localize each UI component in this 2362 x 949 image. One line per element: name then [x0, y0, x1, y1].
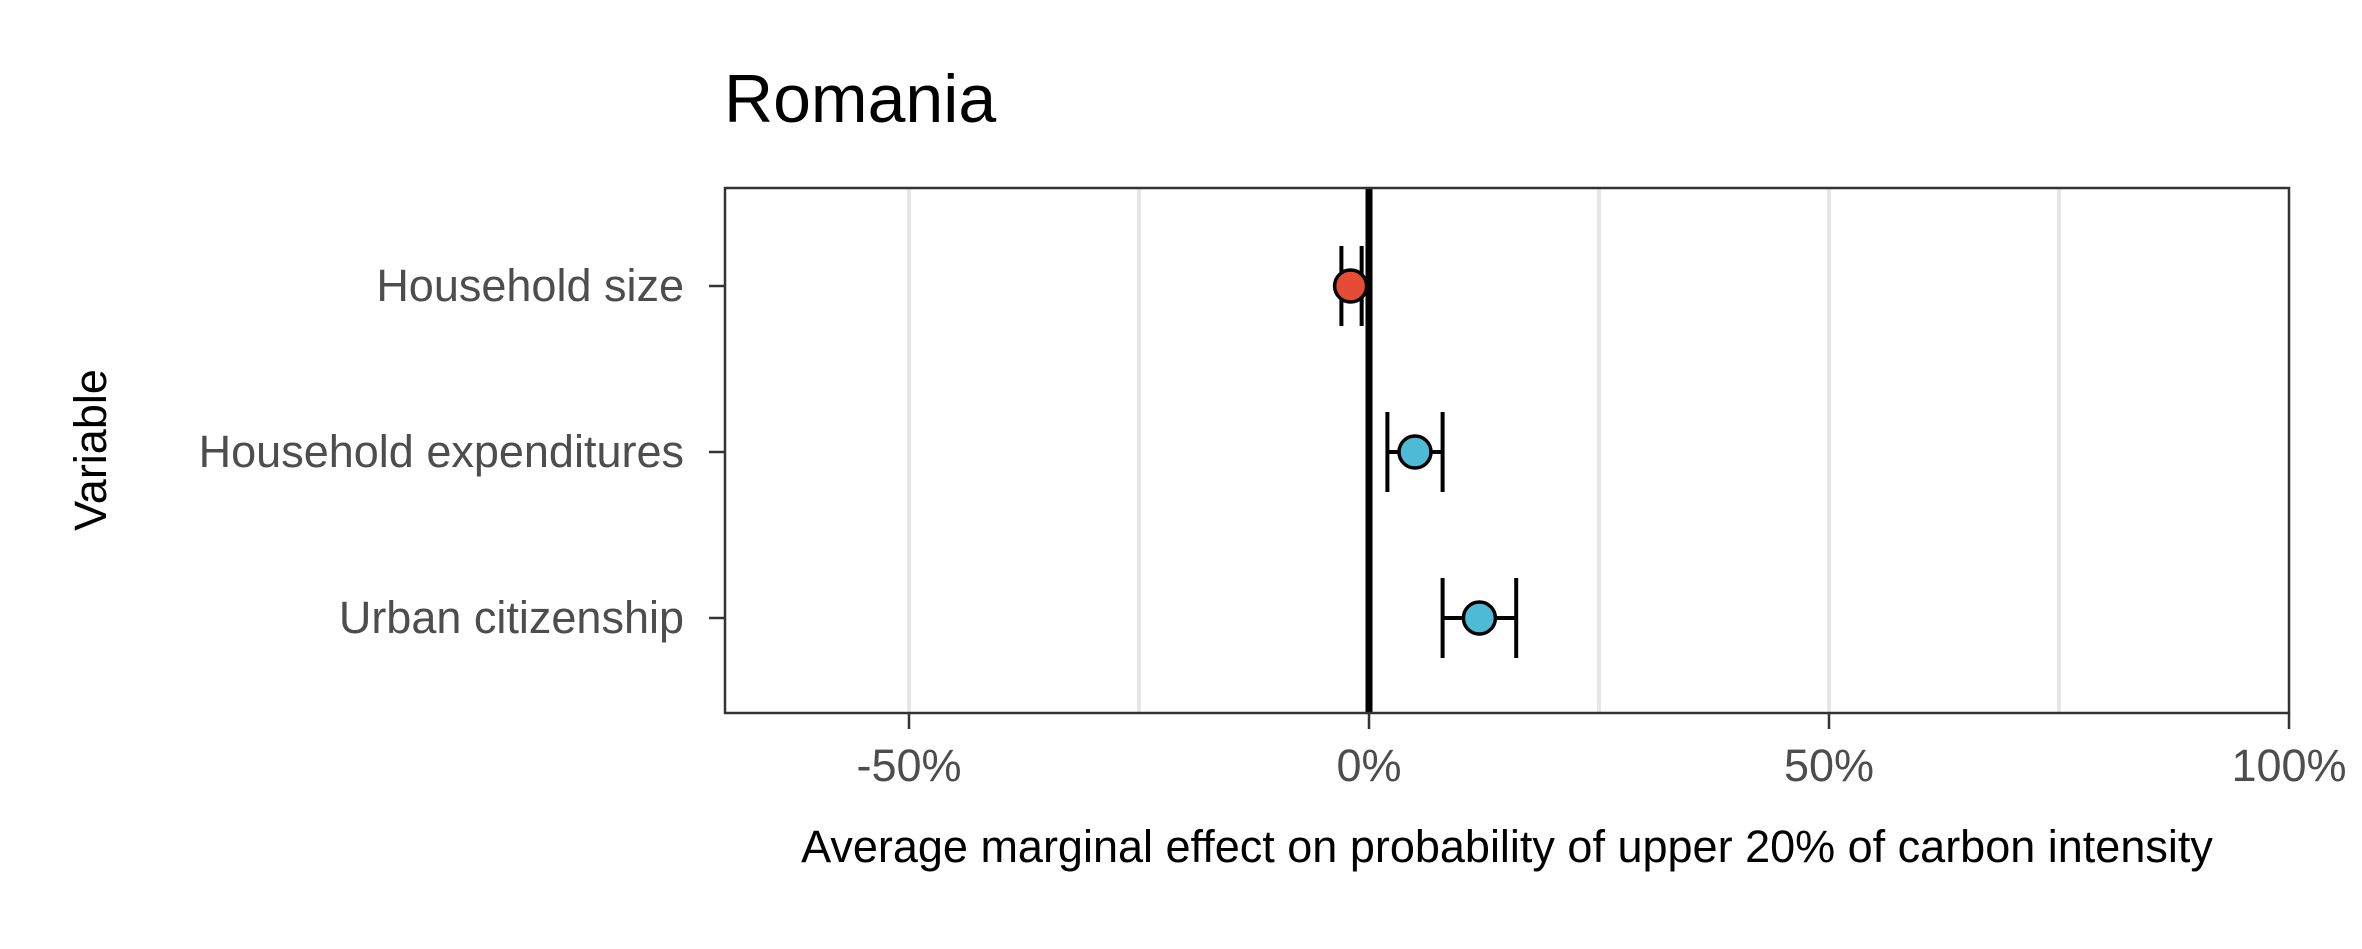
- y-tick-label: Household size: [376, 260, 684, 311]
- plot-panel-border: [723, 186, 2291, 715]
- x-tick-label: 100%: [2231, 740, 2346, 791]
- y-axis: Household size Household expenditures Urba…: [199, 260, 725, 643]
- y-tick-label: Household expenditures: [199, 426, 684, 477]
- data-point: [1332, 268, 1369, 304]
- x-tick-label: -50%: [856, 740, 961, 791]
- y-axis-title: Variable: [65, 369, 116, 531]
- x-axis-title: Average marginal effect on probability o…: [801, 821, 2213, 872]
- chart-title: Romania: [724, 61, 996, 137]
- y-tick-label: Urban citizenship: [339, 592, 684, 643]
- x-tick-label: 50%: [1784, 740, 1874, 791]
- x-tick-label: 0%: [1336, 740, 1401, 791]
- x-axis: -50% 0% 50% 100%: [856, 713, 2347, 791]
- data-points: [1332, 268, 1498, 636]
- data-point: [1461, 600, 1498, 636]
- data-point: [1397, 434, 1433, 470]
